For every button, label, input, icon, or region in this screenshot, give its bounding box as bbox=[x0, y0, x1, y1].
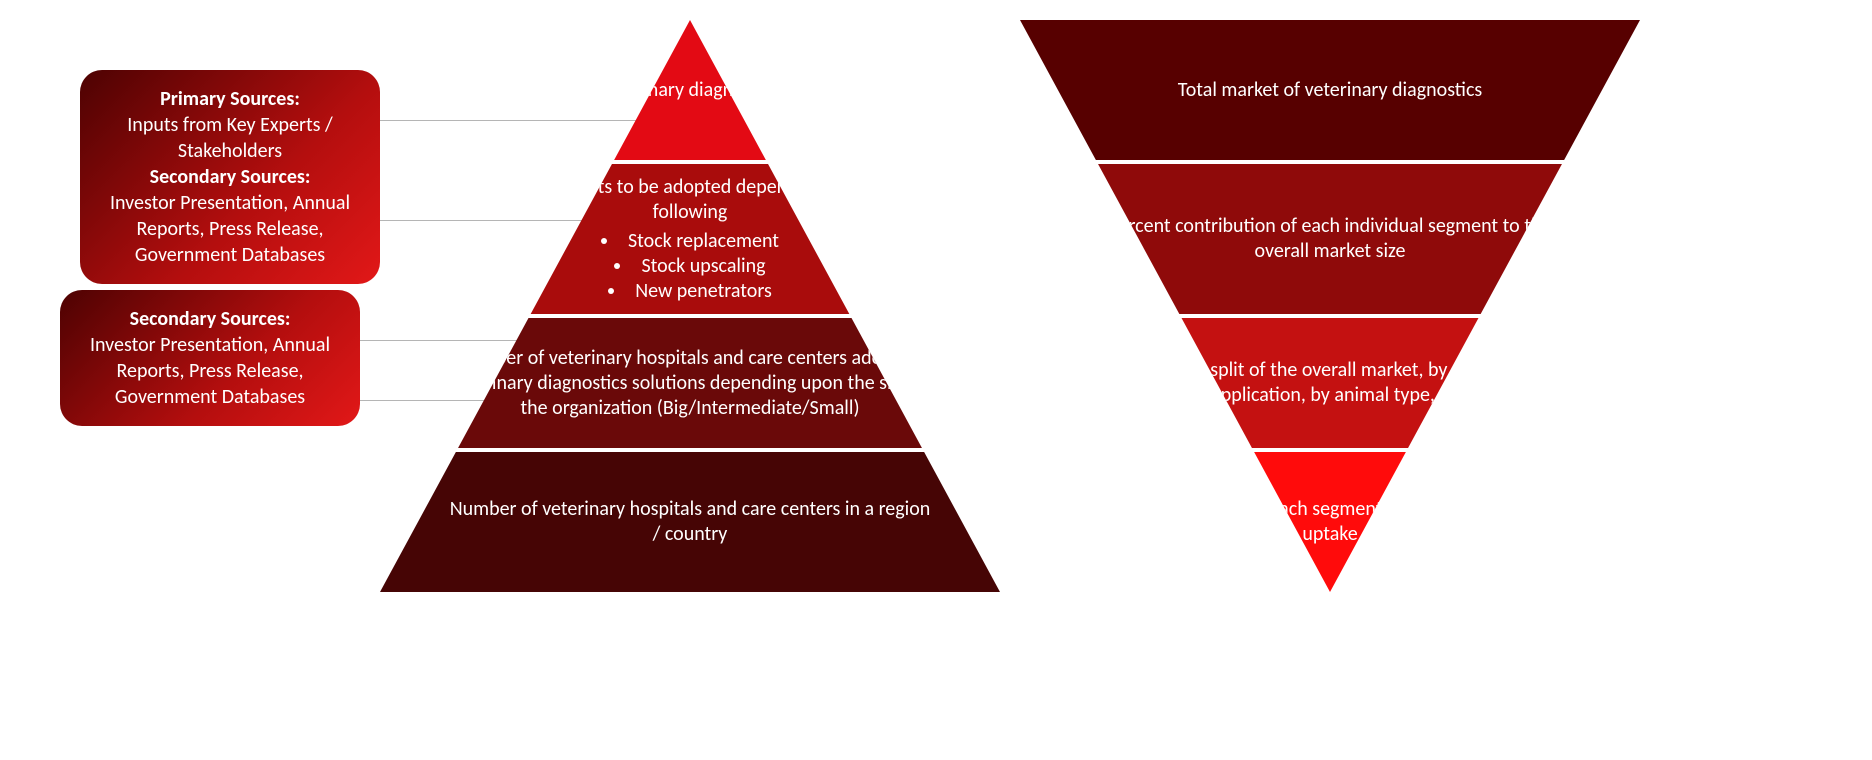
pyramid-up-tier-4-text: Number of veterinary hospitals and care … bbox=[445, 497, 935, 547]
pyramid-up-tier-1-text: Overall veterinary diagnostics market bbox=[539, 78, 841, 103]
pyramid-down-tier-1-text: Total market of veterinary diagnostics bbox=[1178, 78, 1482, 103]
source-box-secondary: Secondary Sources: Investor Presentation… bbox=[60, 290, 360, 426]
source-box1-header2: Secondary Sources: bbox=[100, 164, 360, 190]
source-box-primary-secondary: Primary Sources: Inputs from Key Experts… bbox=[80, 70, 380, 284]
pyramid-down-tier-4: Regional market for each segment based o… bbox=[1020, 452, 1640, 592]
pyramid-down-tier-3: Percentage split of the overall market, … bbox=[1020, 318, 1640, 448]
pyramid-up-tier-2-b2: Stock upscaling bbox=[445, 254, 935, 279]
source-box2-body: Investor Presentation, Annual Reports, P… bbox=[80, 332, 340, 410]
pyramid-down: Total market of veterinary diagnostics P… bbox=[1020, 20, 1640, 592]
source-box2-header: Secondary Sources: bbox=[80, 306, 340, 332]
pyramid-up-tier-2-lead: Number of units to be adopted depending … bbox=[445, 175, 935, 225]
pyramid-up-tier-2-b3: New penetrators bbox=[445, 279, 935, 304]
pyramid-up-tier-3: Number of veterinary hospitals and care … bbox=[380, 318, 1000, 448]
pyramid-up-tier-3-text: Number of veterinary hospitals and care … bbox=[445, 346, 935, 421]
pyramid-down-tier-2: Percent contribution of each individual … bbox=[1020, 164, 1640, 314]
pyramid-up-tier-2-bullets: Stock replacement Stock upscaling New pe… bbox=[445, 229, 935, 304]
pyramid-up-tier-2-b1: Stock replacement bbox=[445, 229, 935, 254]
pyramid-down-tier-1: Total market of veterinary diagnostics bbox=[1020, 20, 1640, 160]
diagram-stage: Primary Sources: Inputs from Key Experts… bbox=[0, 0, 1872, 760]
source-box1-body2: Investor Presentation, Annual Reports, P… bbox=[100, 190, 360, 268]
pyramid-down-tier-4-text: Regional market for each segment based o… bbox=[1085, 497, 1575, 547]
pyramid-down-tier-3-text: Percentage split of the overall market, … bbox=[1085, 358, 1575, 408]
source-box1-header1: Primary Sources: bbox=[100, 86, 360, 112]
pyramid-up-tier-4: Number of veterinary hospitals and care … bbox=[380, 452, 1000, 592]
pyramid-down-tier-2-text: Percent contribution of each individual … bbox=[1085, 214, 1575, 264]
pyramid-up: Overall veterinary diagnostics market Nu… bbox=[380, 20, 1000, 592]
pyramid-up-tier-2: Number of units to be adopted depending … bbox=[380, 164, 1000, 314]
pyramid-up-tier-1: Overall veterinary diagnostics market bbox=[380, 20, 1000, 160]
source-box1-body1: Inputs from Key Experts / Stakeholders bbox=[100, 112, 360, 164]
